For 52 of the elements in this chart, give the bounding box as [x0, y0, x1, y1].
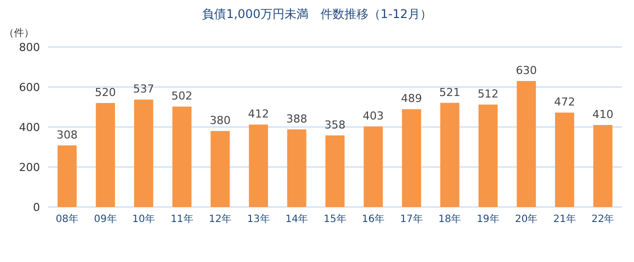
x-tick-label: 14年 [285, 213, 308, 225]
data-label: 388 [286, 112, 308, 126]
data-label: 512 [478, 88, 499, 101]
bar [210, 131, 230, 207]
x-tick-label: 13年 [247, 213, 270, 225]
bar [172, 106, 192, 207]
data-label: 537 [133, 82, 154, 96]
data-label: 410 [592, 108, 614, 121]
data-label: 403 [362, 109, 384, 122]
x-tick-label: 20年 [514, 213, 538, 225]
y-tick-label: 200 [19, 161, 40, 174]
x-tick-label: 19年 [476, 213, 500, 225]
data-label: 489 [401, 92, 422, 106]
y-tick-label: 400 [19, 121, 40, 134]
bar [96, 103, 115, 207]
bar [364, 126, 383, 207]
bar [287, 129, 306, 207]
data-label: 630 [516, 64, 537, 77]
x-tick-label: 08年 [56, 213, 78, 225]
x-tick-label: 09年 [94, 213, 117, 225]
data-label: 380 [210, 114, 231, 127]
data-label: 520 [94, 86, 116, 99]
bar [440, 102, 460, 207]
x-tick-label: 12年 [208, 213, 232, 225]
data-label: 472 [554, 96, 576, 109]
y-tick-label: 600 [19, 81, 40, 94]
y-tick-label: 800 [19, 41, 40, 54]
data-label: 521 [439, 86, 460, 99]
x-tick-label: 17年 [400, 213, 423, 225]
x-tick-label: 18年 [438, 213, 462, 225]
y-axis-title: （件） [4, 28, 34, 39]
bar [248, 124, 268, 207]
data-label: 502 [171, 90, 192, 103]
x-tick-label: 11年 [170, 213, 194, 225]
data-label: 412 [248, 108, 269, 121]
bar [134, 100, 154, 207]
chart-title: 負債1,000万円未満 件数推移（1-12月） [202, 7, 432, 21]
bar [402, 109, 422, 207]
x-tick-label: 16年 [362, 213, 385, 225]
bar [58, 145, 77, 207]
data-label: 358 [324, 118, 346, 132]
y-tick-label: 0 [33, 201, 40, 214]
bar [478, 104, 498, 207]
x-tick-label: 10年 [132, 213, 156, 225]
bar [325, 135, 345, 207]
bar [516, 81, 536, 207]
x-tick-label: 22年 [592, 213, 614, 225]
x-tick-label: 15年 [324, 213, 346, 225]
data-label: 308 [56, 128, 78, 142]
bar [555, 112, 574, 207]
x-tick-label: 21年 [553, 213, 576, 225]
bar [593, 125, 612, 207]
